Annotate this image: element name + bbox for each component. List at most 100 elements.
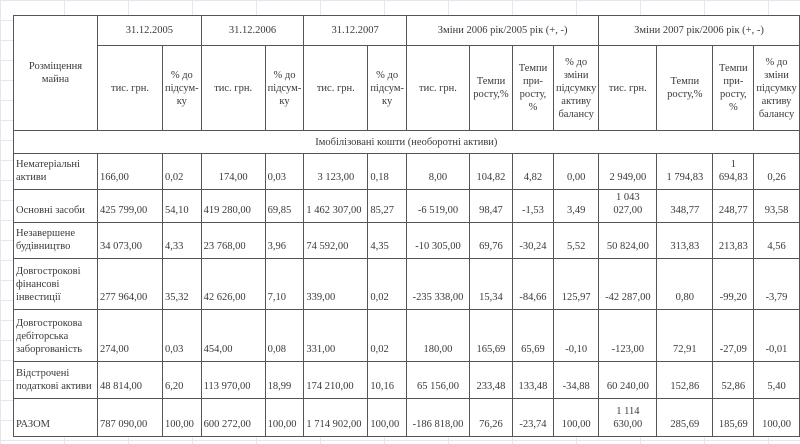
table-cell: 1 714 902,00 [303,398,369,437]
table-cell: 174,00 [200,153,266,190]
table-cell: -3,79 [753,258,800,310]
table-cell: -23,74 [511,398,554,437]
subheader-amount: тис. грн. [303,45,369,131]
table-cell: 425 799,00 [97,189,163,223]
table-cell: 233,48 [468,361,513,399]
subheader-pct: % до підсум-ку [264,45,305,131]
table-cell: 1 114 630,00 [598,398,658,437]
table-cell: 4,82 [511,153,554,190]
subheader-share_change: % до зміни підсумку активу балансу [753,45,800,131]
table-cell: 23 768,00 [200,222,266,259]
asset-allocation-table: Розміщення майна 31.12.2005 31.12.2006 3… [13,15,800,437]
table-cell: 74 592,00 [303,222,369,259]
table-cell: 104,82 [468,153,513,190]
table-row: Основні засоби 425 799,00 54,10 419 280,00 6… [13,189,800,223]
subheader-share_change: % до зміни підсумку активу балансу [552,45,600,131]
table-cell: 1 462 307,00 [303,189,369,223]
table-cell: -10 305,00 [405,222,470,259]
table-cell: 10,16 [367,361,407,399]
table-cell: 1 694,83 [712,153,755,190]
table-cell: 100,00 [264,398,305,437]
table-cell: 248,77 [712,189,755,223]
table-cell: 100,00 [367,398,407,437]
table-cell: 0,03 [264,153,305,190]
row-name: Основні засоби [13,189,98,223]
table-cell: 76,26 [468,398,513,437]
table-cell: 0,26 [753,153,800,190]
table-cell: 0,80 [656,258,714,310]
table-cell: 60 240,00 [598,361,658,399]
table-cell: 98,47 [468,189,513,223]
table-cell: 8,00 [405,153,470,190]
table-cell: 65,69 [511,309,554,362]
table-cell: 313,83 [656,222,714,259]
table-cell: 52,86 [712,361,755,399]
table-cell: 419 280,00 [200,189,266,223]
table-cell: 3,49 [552,189,600,223]
table-cell: 1 794,83 [656,153,714,190]
table-cell: 5,52 [552,222,600,259]
table-cell: 5,40 [753,361,800,399]
table-cell: 180,00 [405,309,470,362]
section-header: Імобілізовані кошти (необоротні активи) [13,130,800,154]
subheader-increase: Темпи при-росту, % [511,45,554,131]
row-name: Незавершене будівництво [13,222,98,259]
table-cell: -123,00 [598,309,658,362]
table-cell: 54,10 [162,189,202,223]
table-cell: 277 964,00 [97,258,163,310]
table-cell: -1,53 [511,189,554,223]
table-cell: 113 970,00 [200,361,266,399]
table-cell: 4,33 [162,222,202,259]
table-cell: 213,83 [712,222,755,259]
table-cell: 600 272,00 [200,398,266,437]
table-cell: -34,88 [552,361,600,399]
group-header: 31.12.2006 [200,15,305,46]
table-cell: -6 519,00 [405,189,470,223]
table-cell: -0,01 [753,309,800,362]
row-name: Відстрочені податкові активи [13,361,98,399]
table-cell: 93,58 [753,189,800,223]
table-cell: 50 824,00 [598,222,658,259]
table-cell: 152,86 [656,361,714,399]
table-cell: 0,03 [162,309,202,362]
table-cell: -42 287,00 [598,258,658,310]
table-cell: 72,91 [656,309,714,362]
row-label-header: Розміщення майна [13,15,98,131]
table-row: Відстрочені податкові активи 48 814,00 6,2… [13,361,800,399]
table-row: Довгострокові фінансові інвестиції 277 96… [13,258,800,310]
table-cell: 1 043 027,00 [598,189,658,223]
table-cell: 0,02 [367,258,407,310]
table-cell: 69,85 [264,189,305,223]
table-cell: 42 626,00 [200,258,266,310]
table-cell: 339,00 [303,258,369,310]
group-header: 31.12.2005 [97,15,202,46]
table-cell: 65 156,00 [405,361,470,399]
table-cell: 7,10 [264,258,305,310]
table-cell: 18,99 [264,361,305,399]
table-cell: 133,48 [511,361,554,399]
table-cell: -30,24 [511,222,554,259]
table-cell: -0,10 [552,309,600,362]
row-name: РАЗОМ [13,398,98,437]
table-cell: 0,02 [162,153,202,190]
table-cell: 3,96 [264,222,305,259]
group-header: Зміни 2006 рік/2005 рік (+, -) [405,15,600,46]
table-cell: -84,66 [511,258,554,310]
table-row: Незавершене будівництво 34 073,00 4,33 23 7… [13,222,800,259]
table-cell: 100,00 [753,398,800,437]
row-name: Нематеріальні активи [13,153,98,190]
table-cell: 69,76 [468,222,513,259]
subheader-amount: тис. грн. [200,45,266,131]
table-cell: 4,56 [753,222,800,259]
table-cell: 2 949,00 [598,153,658,190]
table-row: РАЗОМ 787 090,00 100,00 600 272,00 100,00 1 7… [13,398,800,437]
table-cell: -27,09 [712,309,755,362]
table-cell: 6,20 [162,361,202,399]
subheader-pct: % до підсум-ку [367,45,407,131]
table-cell: 15,34 [468,258,513,310]
subheader-amount: тис. грн. [598,45,658,131]
table-cell: 274,00 [97,309,163,362]
table-cell: 185,69 [712,398,755,437]
table-cell: 0,18 [367,153,407,190]
group-header: 31.12.2007 [303,15,407,46]
